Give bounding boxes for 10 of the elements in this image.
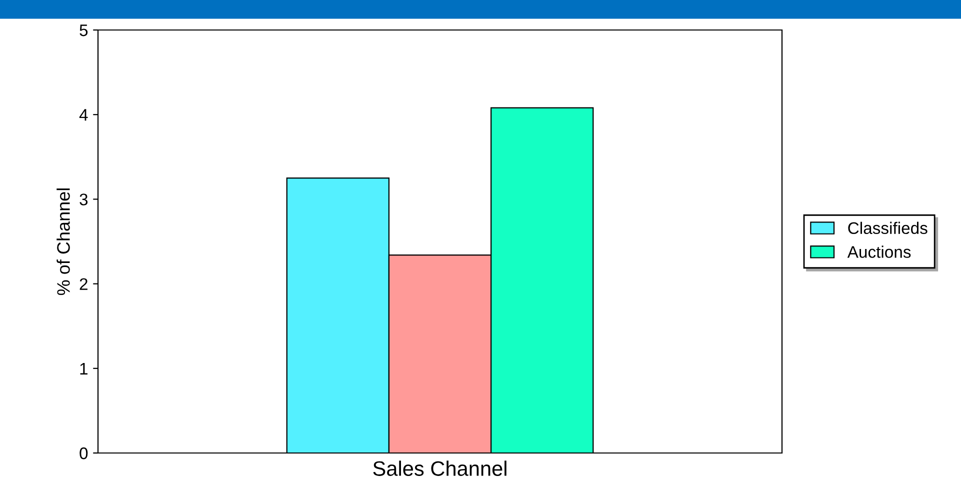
- y-tick-label: 4: [79, 109, 88, 121]
- y-tick-label: 2: [80, 278, 88, 290]
- y-tick-label: 5: [80, 24, 88, 36]
- y-axis-title: % of Channel: [56, 188, 70, 296]
- y-tick-label: 0: [80, 447, 88, 460]
- y-tick-label: 1: [80, 362, 88, 374]
- x-axis-title: Sales Channel: [373, 460, 506, 476]
- y-tick-label: 3: [80, 194, 88, 206]
- legend-label: Auctions: [847, 246, 911, 258]
- legend-label: Classifieds: [848, 222, 928, 234]
